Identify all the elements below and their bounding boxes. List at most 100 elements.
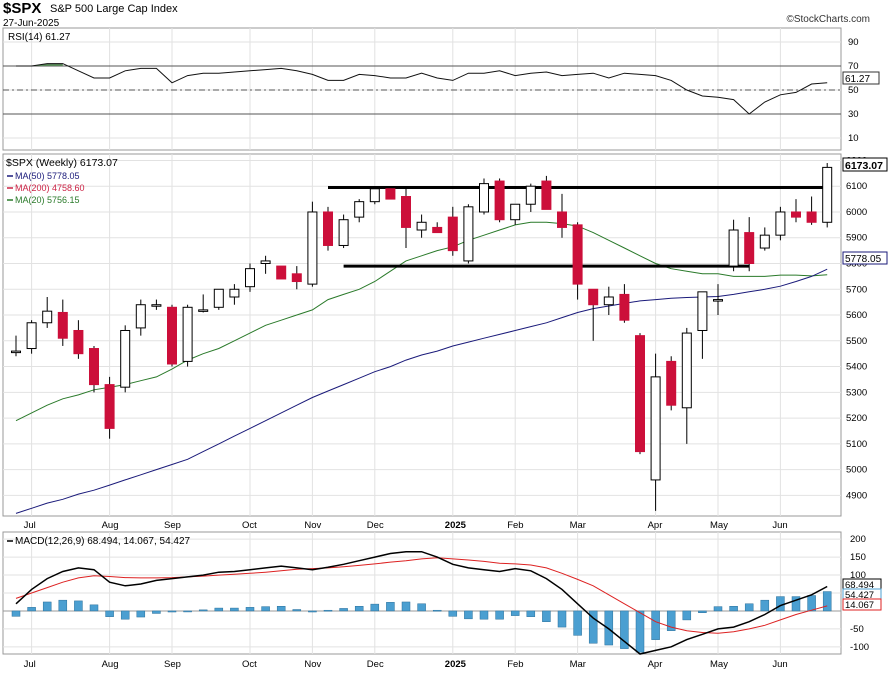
- candle-body: [89, 348, 99, 386]
- macd-xtick-label: Jul: [24, 659, 36, 670]
- rsi-grid: [3, 28, 841, 150]
- rsi-value-box: [842, 71, 880, 85]
- macd-histogram-bar: [557, 610, 567, 628]
- macd-histogram-bar: [448, 610, 458, 617]
- candle-body: [26, 322, 37, 350]
- candle-body: [104, 384, 115, 429]
- macd-histogram-bar: [464, 610, 473, 620]
- macd-xaxis: Jul Aug Sep Oct Nov Dec 2025 Feb Mar Apr May Jun: [24, 659, 788, 670]
- price-xtick-label: 2025: [445, 520, 467, 531]
- candle-body: [291, 273, 302, 283]
- candle-body: [775, 211, 786, 236]
- macd-xtick-label: May: [710, 659, 728, 670]
- macd-histogram-bar: [308, 610, 317, 613]
- candle-body: [135, 304, 146, 329]
- macd-histogram-bar: [183, 610, 192, 613]
- rsi-ytick-label: 10: [848, 133, 859, 144]
- candle-body: [11, 350, 21, 354]
- price-ytick-label: 5500: [846, 336, 867, 347]
- candle-body: [151, 304, 162, 307]
- price-xtick-label: Sep: [164, 520, 181, 531]
- macd-histogram-bar: [651, 610, 660, 640]
- macd-histogram-bar: [74, 600, 83, 612]
- candle-body: [541, 180, 552, 210]
- candle-body: [167, 306, 177, 365]
- support-resistance-lines: [328, 185, 828, 268]
- price-xtick-label: Aug: [102, 520, 119, 531]
- macd-histogram-bar: [323, 609, 333, 612]
- price-ytick-label: 5900: [846, 233, 867, 244]
- rsi-ytick-label: 50: [848, 85, 859, 96]
- candle-body: [557, 211, 567, 228]
- candle-body: [42, 310, 53, 324]
- macd-histogram-bar: [167, 610, 177, 613]
- price-frame: [2, 153, 842, 517]
- price-ytick-label: 5000: [846, 465, 867, 476]
- macd-histogram-bar: [542, 610, 551, 622]
- price-ytick-label: 6100: [846, 181, 867, 192]
- macd-histogram-bar: [698, 610, 707, 613]
- macd-legend: MACD(12,26,9) 68.494, 14.067, 54.427: [15, 536, 191, 547]
- candle-body: [401, 196, 411, 228]
- macd-ytick-label: 100: [850, 570, 866, 581]
- candle-body: [354, 201, 365, 218]
- macd-histogram-bar: [42, 601, 52, 612]
- price-xtick-label: Mar: [570, 520, 586, 531]
- price-xtick-label: Apr: [648, 520, 663, 531]
- macd-histogram-bar: [479, 610, 489, 620]
- candle-body: [323, 211, 333, 246]
- candle-body: [73, 329, 84, 355]
- macd-histogram-bar: [401, 601, 411, 612]
- price-ytick-label: 5100: [846, 439, 867, 450]
- macd-xtick-label: Sep: [164, 659, 181, 670]
- candle-body: [494, 180, 505, 221]
- macd-histogram-bar: [776, 596, 785, 612]
- hist-value-label: 54.427: [845, 590, 874, 601]
- macd-histogram-bar: [136, 610, 146, 618]
- price-xtick-label: Dec: [367, 520, 384, 531]
- macd-histogram-bar: [386, 602, 395, 612]
- price-ytick-label: 5400: [846, 362, 867, 373]
- candle-body: [57, 311, 68, 339]
- chart-date: 27-Jun-2025: [3, 18, 60, 29]
- candle-body: [697, 291, 708, 331]
- macd-histogram-bar: [152, 610, 161, 614]
- macd-signal-line: [15, 557, 828, 634]
- macd-value-label: 68.494: [845, 580, 874, 591]
- candle-body: [182, 306, 193, 362]
- macd-histogram-bar: [510, 610, 520, 616]
- rsi-legend: RSI(14) 61.27: [8, 32, 71, 43]
- macd-ytick-label: 200: [850, 534, 866, 545]
- macd-xtick-label: Nov: [304, 659, 321, 670]
- candle-body: [728, 229, 739, 267]
- rsi-line: [16, 63, 828, 115]
- price-ytick-label: 5700: [846, 284, 867, 295]
- candle-body: [681, 332, 692, 409]
- candle-body: [619, 293, 630, 321]
- price-xtick-label: Jun: [772, 520, 787, 531]
- signal-value-box: [842, 598, 882, 611]
- candle-body: [447, 216, 458, 252]
- macd-histogram: [11, 591, 832, 653]
- candle-body: [525, 185, 536, 205]
- macd-histogram-bar: [105, 610, 114, 617]
- copyright-link[interactable]: ©StockCharts.com: [786, 14, 870, 25]
- macd-histogram-bar: [214, 607, 224, 612]
- macd-xtick-label: Oct: [242, 659, 257, 670]
- candle-body: [479, 183, 489, 213]
- price-yaxis: 4900500051005200530054005500560057005800…: [846, 155, 867, 501]
- macd-histogram-bar: [526, 610, 536, 617]
- macd-histogram-bar: [432, 609, 442, 612]
- macd-histogram-bar: [276, 606, 286, 612]
- macd-ytick-label: 150: [850, 552, 866, 563]
- candle-body: [822, 166, 833, 223]
- macd-lines: [15, 550, 828, 655]
- price-xtick-label: May: [710, 520, 728, 531]
- macd-histogram-bar: [230, 607, 239, 612]
- candle-body: [603, 296, 614, 306]
- candle-body: [369, 188, 380, 203]
- macd-histogram-bar: [604, 610, 614, 646]
- macd-histogram-bar: [588, 610, 598, 644]
